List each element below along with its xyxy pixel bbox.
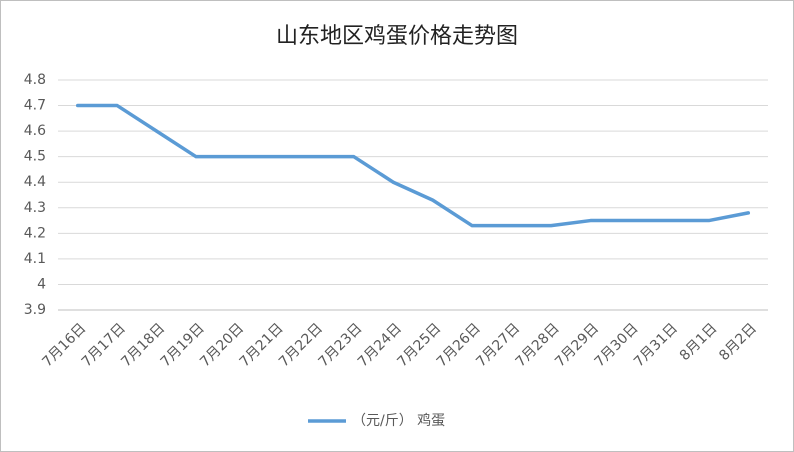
legend-label: （元/斤） 鸡蛋 xyxy=(352,412,445,429)
y-tick-label: 4.3 xyxy=(24,200,46,216)
y-tick-label: 4.2 xyxy=(24,225,46,241)
y-tick-label: 4.4 xyxy=(24,174,46,190)
y-tick-label: 3.9 xyxy=(24,302,46,318)
y-tick-label: 4 xyxy=(37,276,46,292)
y-tick-label: 4.1 xyxy=(24,251,46,267)
chart-title: 山东地区鸡蛋价格走势图 xyxy=(276,24,518,49)
y-tick-label: 4.5 xyxy=(24,149,46,165)
line-series xyxy=(75,103,751,228)
y-tick-label: 4.6 xyxy=(24,123,46,139)
y-tick-label: 4.8 xyxy=(24,72,46,88)
y-tick-label: 4.7 xyxy=(24,98,46,114)
